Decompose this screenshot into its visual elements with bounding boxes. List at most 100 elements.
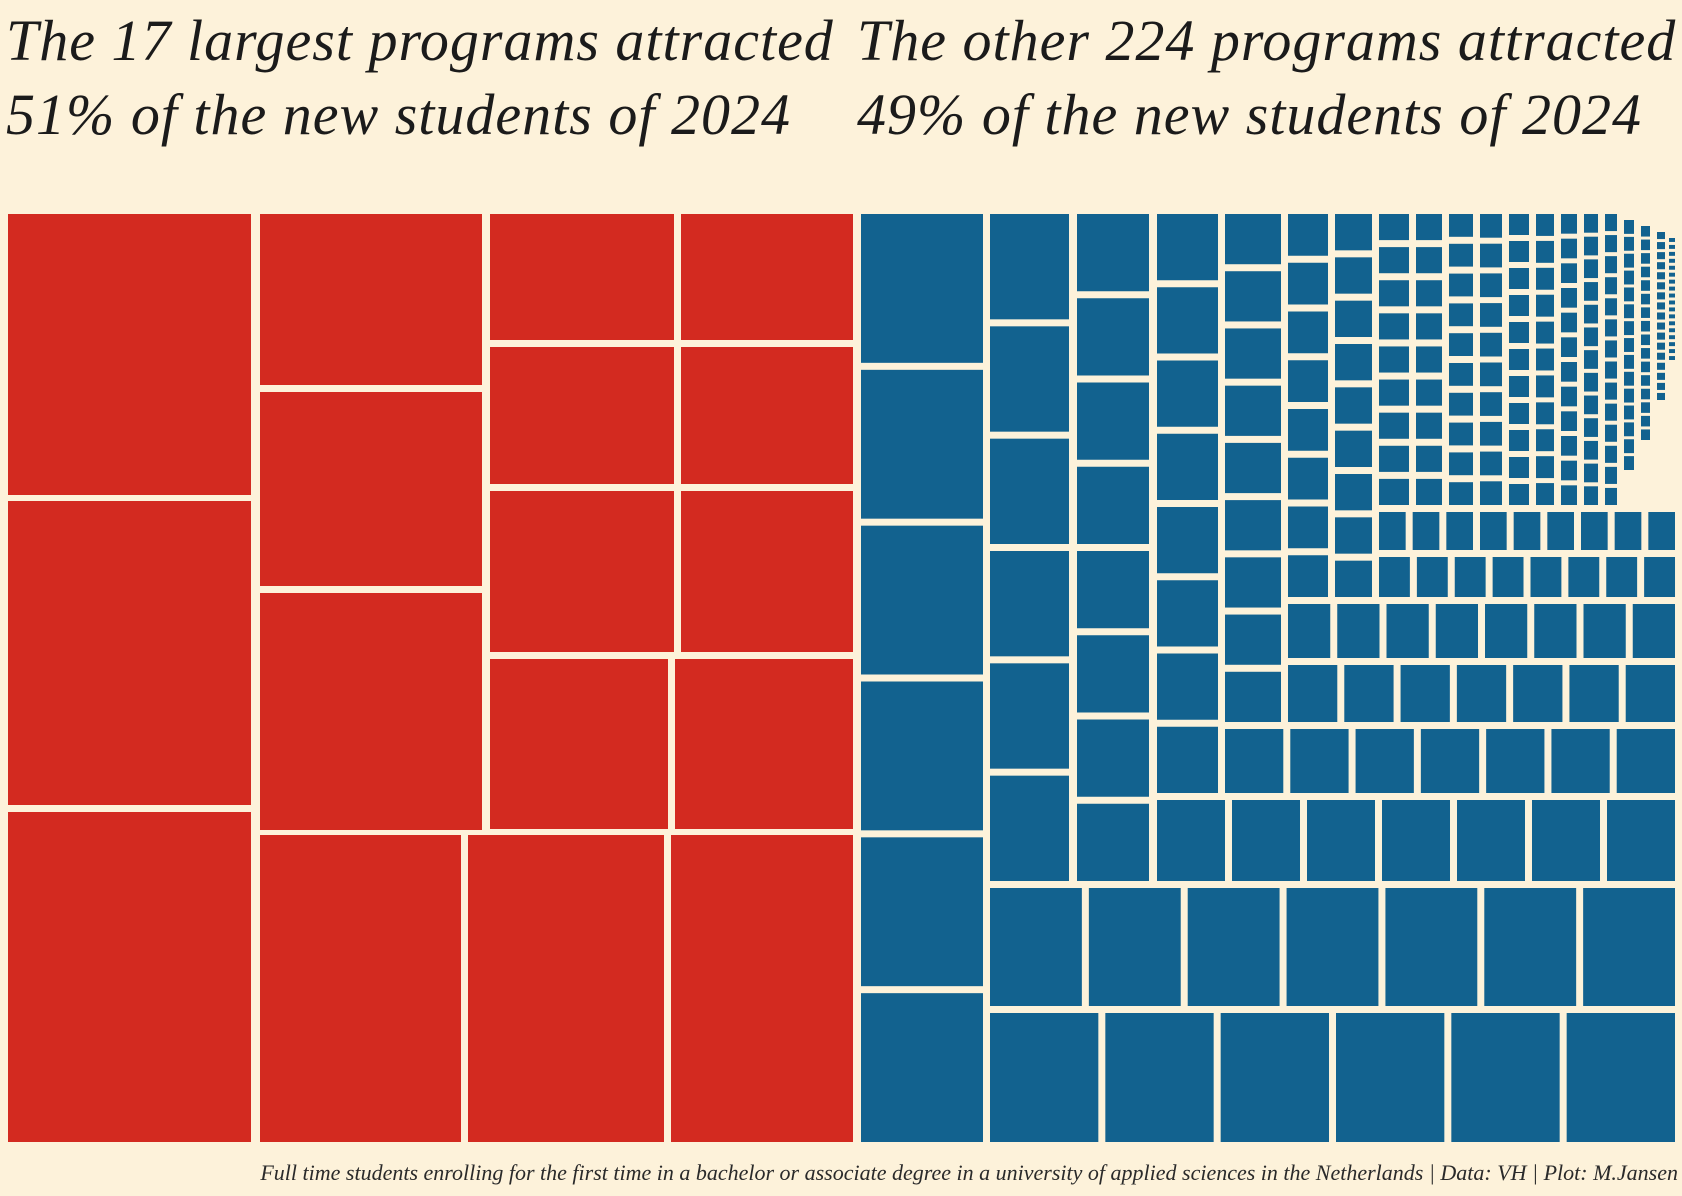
other-program-tile-268 (1657, 312, 1665, 320)
largest-program-tile-3 (260, 214, 482, 385)
other-program-tile-247 (1641, 266, 1650, 278)
other-program-tile-212 (1584, 440, 1598, 460)
other-program-tile-280 (1669, 258, 1675, 263)
other-program-tile-118 (1568, 557, 1600, 597)
other-program-tile-99 (1288, 360, 1328, 402)
other-program-tile-63 (1157, 653, 1218, 720)
other-program-tile-218 (1605, 277, 1617, 295)
other-program-tile-40 (990, 663, 1069, 769)
other-program-tile-76 (1225, 442, 1281, 494)
other-program-tile-48 (1077, 719, 1149, 797)
other-program-tile-114 (1416, 557, 1448, 597)
other-program-tile-277 (1669, 238, 1675, 242)
other-program-tile-131 (1379, 247, 1409, 274)
other-program-tile-175 (1509, 403, 1529, 424)
other-program-tile-213 (1584, 463, 1598, 483)
other-program-tile-70 (1551, 729, 1610, 793)
other-program-tile-233 (1624, 287, 1634, 302)
other-program-tile-44 (1077, 382, 1149, 460)
other-program-tile-239 (1624, 388, 1634, 403)
other-program-tile-151 (1449, 303, 1473, 327)
largest-program-tile-11 (681, 491, 853, 652)
largest-program-tile-1 (8, 501, 251, 805)
other-program-tile-33 (1385, 888, 1478, 1006)
other-program-tile-62 (1157, 580, 1218, 647)
other-program-tile-244 (1641, 226, 1650, 237)
other-program-tile-103 (1288, 555, 1328, 597)
other-program-tile-111 (1335, 517, 1372, 554)
other-program-tile-119 (1606, 557, 1638, 597)
other-program-tile-121 (1379, 512, 1406, 550)
other-program-tile-163 (1480, 362, 1502, 387)
other-program-tile-190 (1561, 214, 1577, 234)
other-program-tile-261 (1657, 242, 1665, 250)
other-program-tile-262 (1657, 252, 1665, 260)
other-program-tile-132 (1379, 280, 1409, 307)
other-program-tile-177 (1509, 457, 1529, 478)
other-program-tile-246 (1641, 253, 1650, 264)
other-program-tile-294 (1669, 356, 1675, 360)
other-program-tile-91 (1435, 604, 1478, 658)
other-program-tile-113 (1379, 557, 1410, 597)
other-program-tile-96 (1288, 214, 1328, 256)
other-program-tile-174 (1509, 376, 1529, 397)
other-program-tile-47 (1077, 635, 1149, 713)
other-program-tile-146 (1416, 445, 1442, 472)
other-program-tile-259 (1641, 429, 1650, 440)
other-program-tile-82 (1344, 665, 1394, 722)
other-program-tile-19 (861, 525, 983, 675)
other-program-tile-90 (1386, 604, 1429, 658)
other-program-tile-83 (1400, 665, 1450, 722)
other-program-tile-95 (1632, 604, 1675, 658)
other-program-tile-242 (1624, 439, 1634, 454)
other-program-tile-54 (1457, 800, 1525, 881)
other-program-tile-293 (1669, 349, 1675, 354)
other-program-tile-238 (1624, 371, 1634, 386)
other-program-tile-148 (1449, 214, 1473, 237)
other-program-tile-130 (1379, 214, 1409, 241)
other-program-tile-225 (1605, 424, 1617, 442)
other-program-tile-253 (1641, 348, 1650, 359)
other-program-tile-249 (1641, 293, 1650, 305)
other-program-tile-221 (1605, 340, 1617, 358)
other-program-tile-185 (1536, 375, 1554, 398)
other-program-tile-36 (990, 214, 1069, 320)
other-program-tile-86 (1569, 665, 1619, 722)
other-program-tile-128 (1614, 512, 1642, 550)
other-program-tile-184 (1536, 348, 1554, 371)
other-program-tile-237 (1624, 354, 1634, 369)
other-program-tile-227 (1605, 466, 1617, 484)
other-program-tile-161 (1480, 303, 1502, 327)
other-program-tile-145 (1416, 412, 1442, 439)
other-program-tile-188 (1536, 456, 1554, 479)
other-program-tile-38 (990, 438, 1069, 544)
other-program-tile-126 (1547, 512, 1574, 550)
other-program-tile-236 (1624, 338, 1634, 352)
other-program-tile-56 (1607, 800, 1675, 881)
other-program-tile-265 (1657, 282, 1665, 290)
other-program-tile-46 (1077, 551, 1149, 629)
other-program-tile-84 (1456, 665, 1507, 722)
other-program-tile-77 (1225, 500, 1281, 551)
other-program-tile-154 (1449, 392, 1473, 416)
other-program-tile-197 (1561, 386, 1577, 407)
other-program-tile-129 (1648, 512, 1675, 550)
other-program-tile-279 (1669, 251, 1675, 256)
other-program-tile-245 (1641, 239, 1650, 251)
other-program-tile-291 (1669, 335, 1675, 340)
other-program-tile-142 (1416, 313, 1442, 340)
largest-program-tile-0 (8, 214, 251, 495)
other-program-tile-152 (1449, 333, 1473, 356)
other-program-tile-182 (1536, 294, 1554, 317)
other-program-tile-140 (1416, 247, 1442, 274)
other-program-tile-289 (1669, 321, 1675, 326)
other-program-tile-100 (1288, 409, 1328, 451)
other-program-tile-263 (1657, 262, 1665, 270)
other-program-tile-258 (1641, 415, 1650, 427)
other-program-tile-51 (1232, 800, 1300, 881)
other-program-tile-195 (1561, 337, 1577, 357)
largest-program-tile-5 (260, 593, 482, 830)
other-program-tile-156 (1449, 452, 1473, 476)
other-program-tile-219 (1605, 298, 1617, 316)
other-program-tile-211 (1584, 418, 1598, 437)
